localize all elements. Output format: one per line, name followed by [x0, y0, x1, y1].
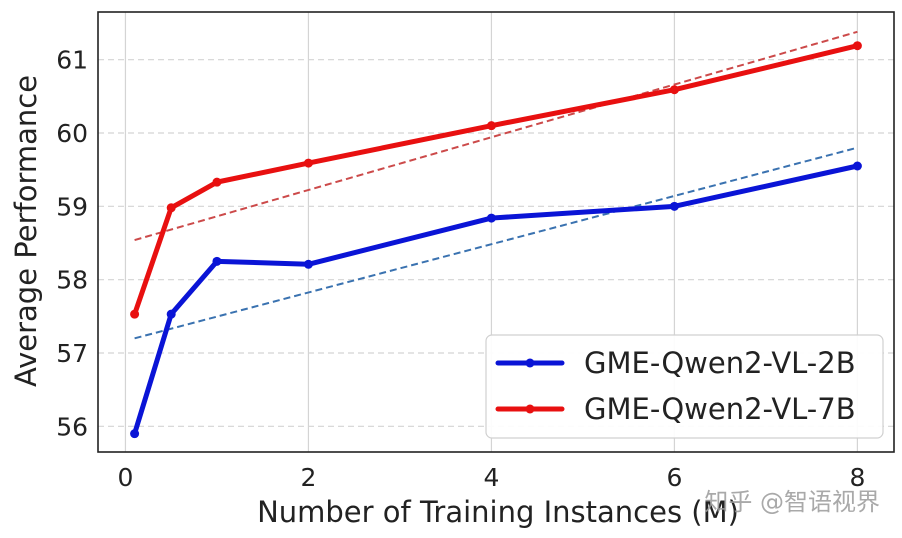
legend-marker	[525, 404, 535, 414]
watermark: 知乎 @智语视界	[704, 488, 880, 516]
y-tick-label: 58	[56, 266, 88, 295]
data-point	[852, 41, 862, 51]
legend-label: GME-Qwen2-VL-2B	[584, 346, 856, 380]
y-tick-label: 59	[56, 192, 88, 221]
data-point	[166, 203, 176, 213]
x-axis-ticks: 0 2 4 6 8	[117, 463, 865, 492]
y-tick-label: 56	[56, 412, 88, 441]
x-tick-label: 0	[117, 463, 133, 492]
y-tick-label: 61	[56, 46, 88, 75]
legend-label: GME-Qwen2-VL-7B	[584, 392, 856, 426]
y-tick-label: 60	[56, 119, 88, 148]
trend-line	[134, 30, 858, 242]
x-tick-label: 4	[483, 463, 499, 492]
plot-frame	[97, 11, 895, 453]
data-point	[486, 213, 496, 223]
data-point	[303, 158, 313, 168]
x-axis-label: Number of Training Instances (M)	[257, 495, 739, 529]
x-tick-label: 2	[300, 463, 316, 492]
data-series	[130, 41, 862, 439]
data-point	[486, 121, 496, 131]
data-point	[130, 429, 140, 439]
data-point	[669, 85, 679, 95]
x-tick-label: 8	[849, 463, 865, 492]
data-point	[212, 177, 222, 187]
trend-line	[134, 146, 858, 340]
x-tick-label: 6	[666, 463, 682, 492]
trend-lines	[134, 30, 858, 340]
legend-marker	[525, 358, 535, 368]
data-point	[166, 309, 176, 319]
y-tick-label: 57	[56, 339, 88, 368]
data-point	[669, 201, 679, 211]
y-axis-label: Average Performance	[9, 75, 43, 387]
legend-box	[485, 334, 884, 439]
data-point	[303, 259, 313, 269]
series-line	[132, 43, 860, 317]
legend: GME-Qwen2-VL-2B GME-Qwen2-VL-7B	[485, 334, 884, 439]
data-point	[130, 309, 140, 319]
data-point	[212, 256, 222, 266]
y-axis-ticks: 56 57 58 59 60 61	[56, 46, 88, 442]
data-point	[852, 161, 862, 171]
